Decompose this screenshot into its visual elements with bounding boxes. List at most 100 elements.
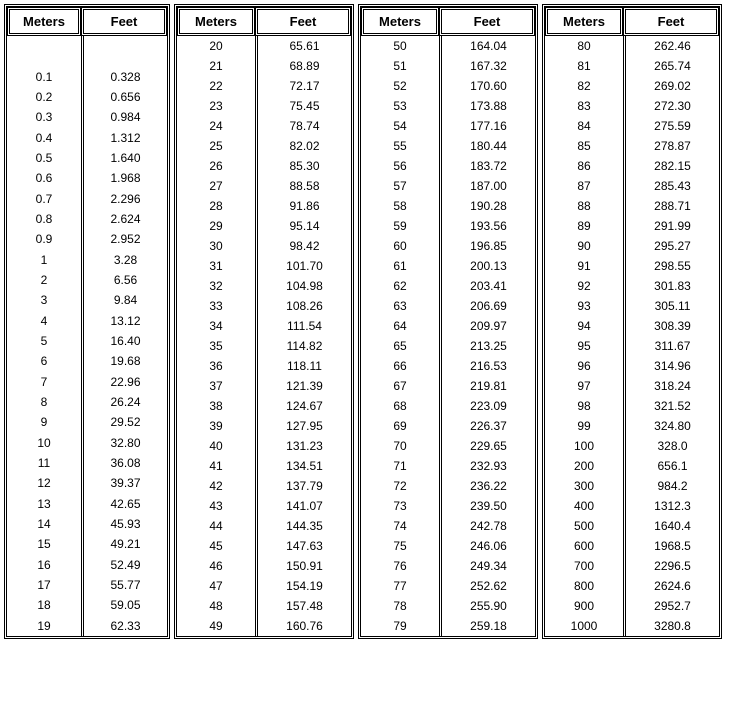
feet-cell: 65.61 — [255, 36, 351, 56]
table-row: 0.92.952 — [7, 229, 167, 249]
header-meters: Meters — [545, 7, 623, 36]
meters-cell: 56 — [361, 156, 439, 176]
feet-cell: 101.70 — [255, 256, 351, 276]
tables-container: Meters Feet 0.10.3280.20.6560.30.9840.41… — [4, 4, 742, 639]
feet-cell: 3.28 — [81, 249, 167, 269]
feet-cell: 173.88 — [439, 96, 535, 116]
table-row: 82269.02 — [545, 76, 719, 96]
meters-cell: 63 — [361, 296, 439, 316]
feet-cell: 104.98 — [255, 276, 351, 296]
meters-cell: 77 — [361, 576, 439, 596]
meters-cell: 89 — [545, 216, 623, 236]
feet-cell: 75.45 — [255, 96, 351, 116]
table-row: 10003280.8 — [545, 616, 719, 636]
feet-cell: 288.71 — [623, 196, 719, 216]
feet-cell: 150.91 — [255, 556, 351, 576]
meters-cell: 22 — [177, 76, 255, 96]
table-row: 65213.25 — [361, 336, 535, 356]
table-row: 2478.74 — [177, 116, 351, 136]
header-meters: Meters — [177, 7, 255, 36]
meters-cell: 300 — [545, 476, 623, 496]
feet-cell: 6.56 — [81, 270, 167, 290]
header-meters: Meters — [7, 7, 81, 36]
meters-cell: 5 — [7, 331, 81, 351]
header-feet: Feet — [439, 7, 535, 36]
table-row: 39127.95 — [177, 416, 351, 436]
table-row: 58190.28 — [361, 196, 535, 216]
feet-cell: 232.93 — [439, 456, 535, 476]
table-row: 2788.58 — [177, 176, 351, 196]
feet-cell: 121.39 — [255, 376, 351, 396]
table-row: 1136.08 — [7, 453, 167, 473]
table-row: 55180.44 — [361, 136, 535, 156]
table-row: 200656.1 — [545, 456, 719, 476]
meters-cell: 0.4 — [7, 127, 81, 147]
table-row: 79259.18 — [361, 616, 535, 636]
meters-cell: 85 — [545, 136, 623, 156]
meters-cell: 7 — [7, 371, 81, 391]
meters-cell: 14 — [7, 514, 81, 534]
feet-cell: 157.48 — [255, 596, 351, 616]
meters-cell: 2 — [7, 270, 81, 290]
meters-cell: 25 — [177, 136, 255, 156]
table-body-3: 50164.0451167.3252170.6053173.8854177.16… — [361, 36, 535, 636]
table-row: 96314.96 — [545, 356, 719, 376]
meters-cell: 200 — [545, 456, 623, 476]
table-row: 31101.70 — [177, 256, 351, 276]
feet-cell: 236.22 — [439, 476, 535, 496]
table-row: 13.28 — [7, 249, 167, 269]
meters-cell: 0.6 — [7, 168, 81, 188]
meters-cell: 900 — [545, 596, 623, 616]
table-row: 34111.54 — [177, 316, 351, 336]
meters-cell: 70 — [361, 436, 439, 456]
table-row: 7002296.5 — [545, 556, 719, 576]
table-row: 57187.00 — [361, 176, 535, 196]
table-row: 0.30.984 — [7, 107, 167, 127]
meters-cell: 29 — [177, 216, 255, 236]
feet-cell: 272.30 — [623, 96, 719, 116]
meters-cell: 20 — [177, 36, 255, 56]
table-row: 1652.49 — [7, 554, 167, 574]
meters-cell: 79 — [361, 616, 439, 636]
meters-cell: 6 — [7, 351, 81, 371]
conversion-table-1: Meters Feet 0.10.3280.20.6560.30.9840.41… — [4, 4, 170, 639]
table-row: 26.56 — [7, 270, 167, 290]
meters-cell: 66 — [361, 356, 439, 376]
meters-cell: 100 — [545, 436, 623, 456]
feet-cell: 32.80 — [81, 432, 167, 452]
table-row: 2375.45 — [177, 96, 351, 116]
table-row: 49160.76 — [177, 616, 351, 636]
meters-cell: 0.7 — [7, 188, 81, 208]
table-row: 93305.11 — [545, 296, 719, 316]
feet-cell: 114.82 — [255, 336, 351, 356]
meters-cell: 73 — [361, 496, 439, 516]
feet-cell: 95.14 — [255, 216, 351, 236]
table-row: 1755.77 — [7, 575, 167, 595]
feet-cell: 301.83 — [623, 276, 719, 296]
feet-cell: 183.72 — [439, 156, 535, 176]
feet-cell: 1968.5 — [623, 536, 719, 556]
meters-cell: 84 — [545, 116, 623, 136]
meters-cell: 31 — [177, 256, 255, 276]
table-row: 2995.14 — [177, 216, 351, 236]
feet-cell: 984.2 — [623, 476, 719, 496]
meters-cell: 0.1 — [7, 67, 81, 87]
feet-cell: 278.87 — [623, 136, 719, 156]
feet-cell: 187.00 — [439, 176, 535, 196]
meters-cell: 37 — [177, 376, 255, 396]
table-row: 2582.02 — [177, 136, 351, 156]
conversion-table-4: Meters Feet 80262.4681265.7482269.028327… — [542, 4, 722, 639]
feet-cell: 249.34 — [439, 556, 535, 576]
table-row: 46150.91 — [177, 556, 351, 576]
table-row: 92301.83 — [545, 276, 719, 296]
feet-cell: 298.55 — [623, 256, 719, 276]
table-row: 67219.81 — [361, 376, 535, 396]
meters-cell: 3 — [7, 290, 81, 310]
meters-cell: 10 — [7, 432, 81, 452]
feet-cell — [81, 36, 167, 67]
table-row: 2272.17 — [177, 76, 351, 96]
meters-cell: 71 — [361, 456, 439, 476]
feet-cell: 180.44 — [439, 136, 535, 156]
meters-cell: 61 — [361, 256, 439, 276]
feet-cell: 127.95 — [255, 416, 351, 436]
